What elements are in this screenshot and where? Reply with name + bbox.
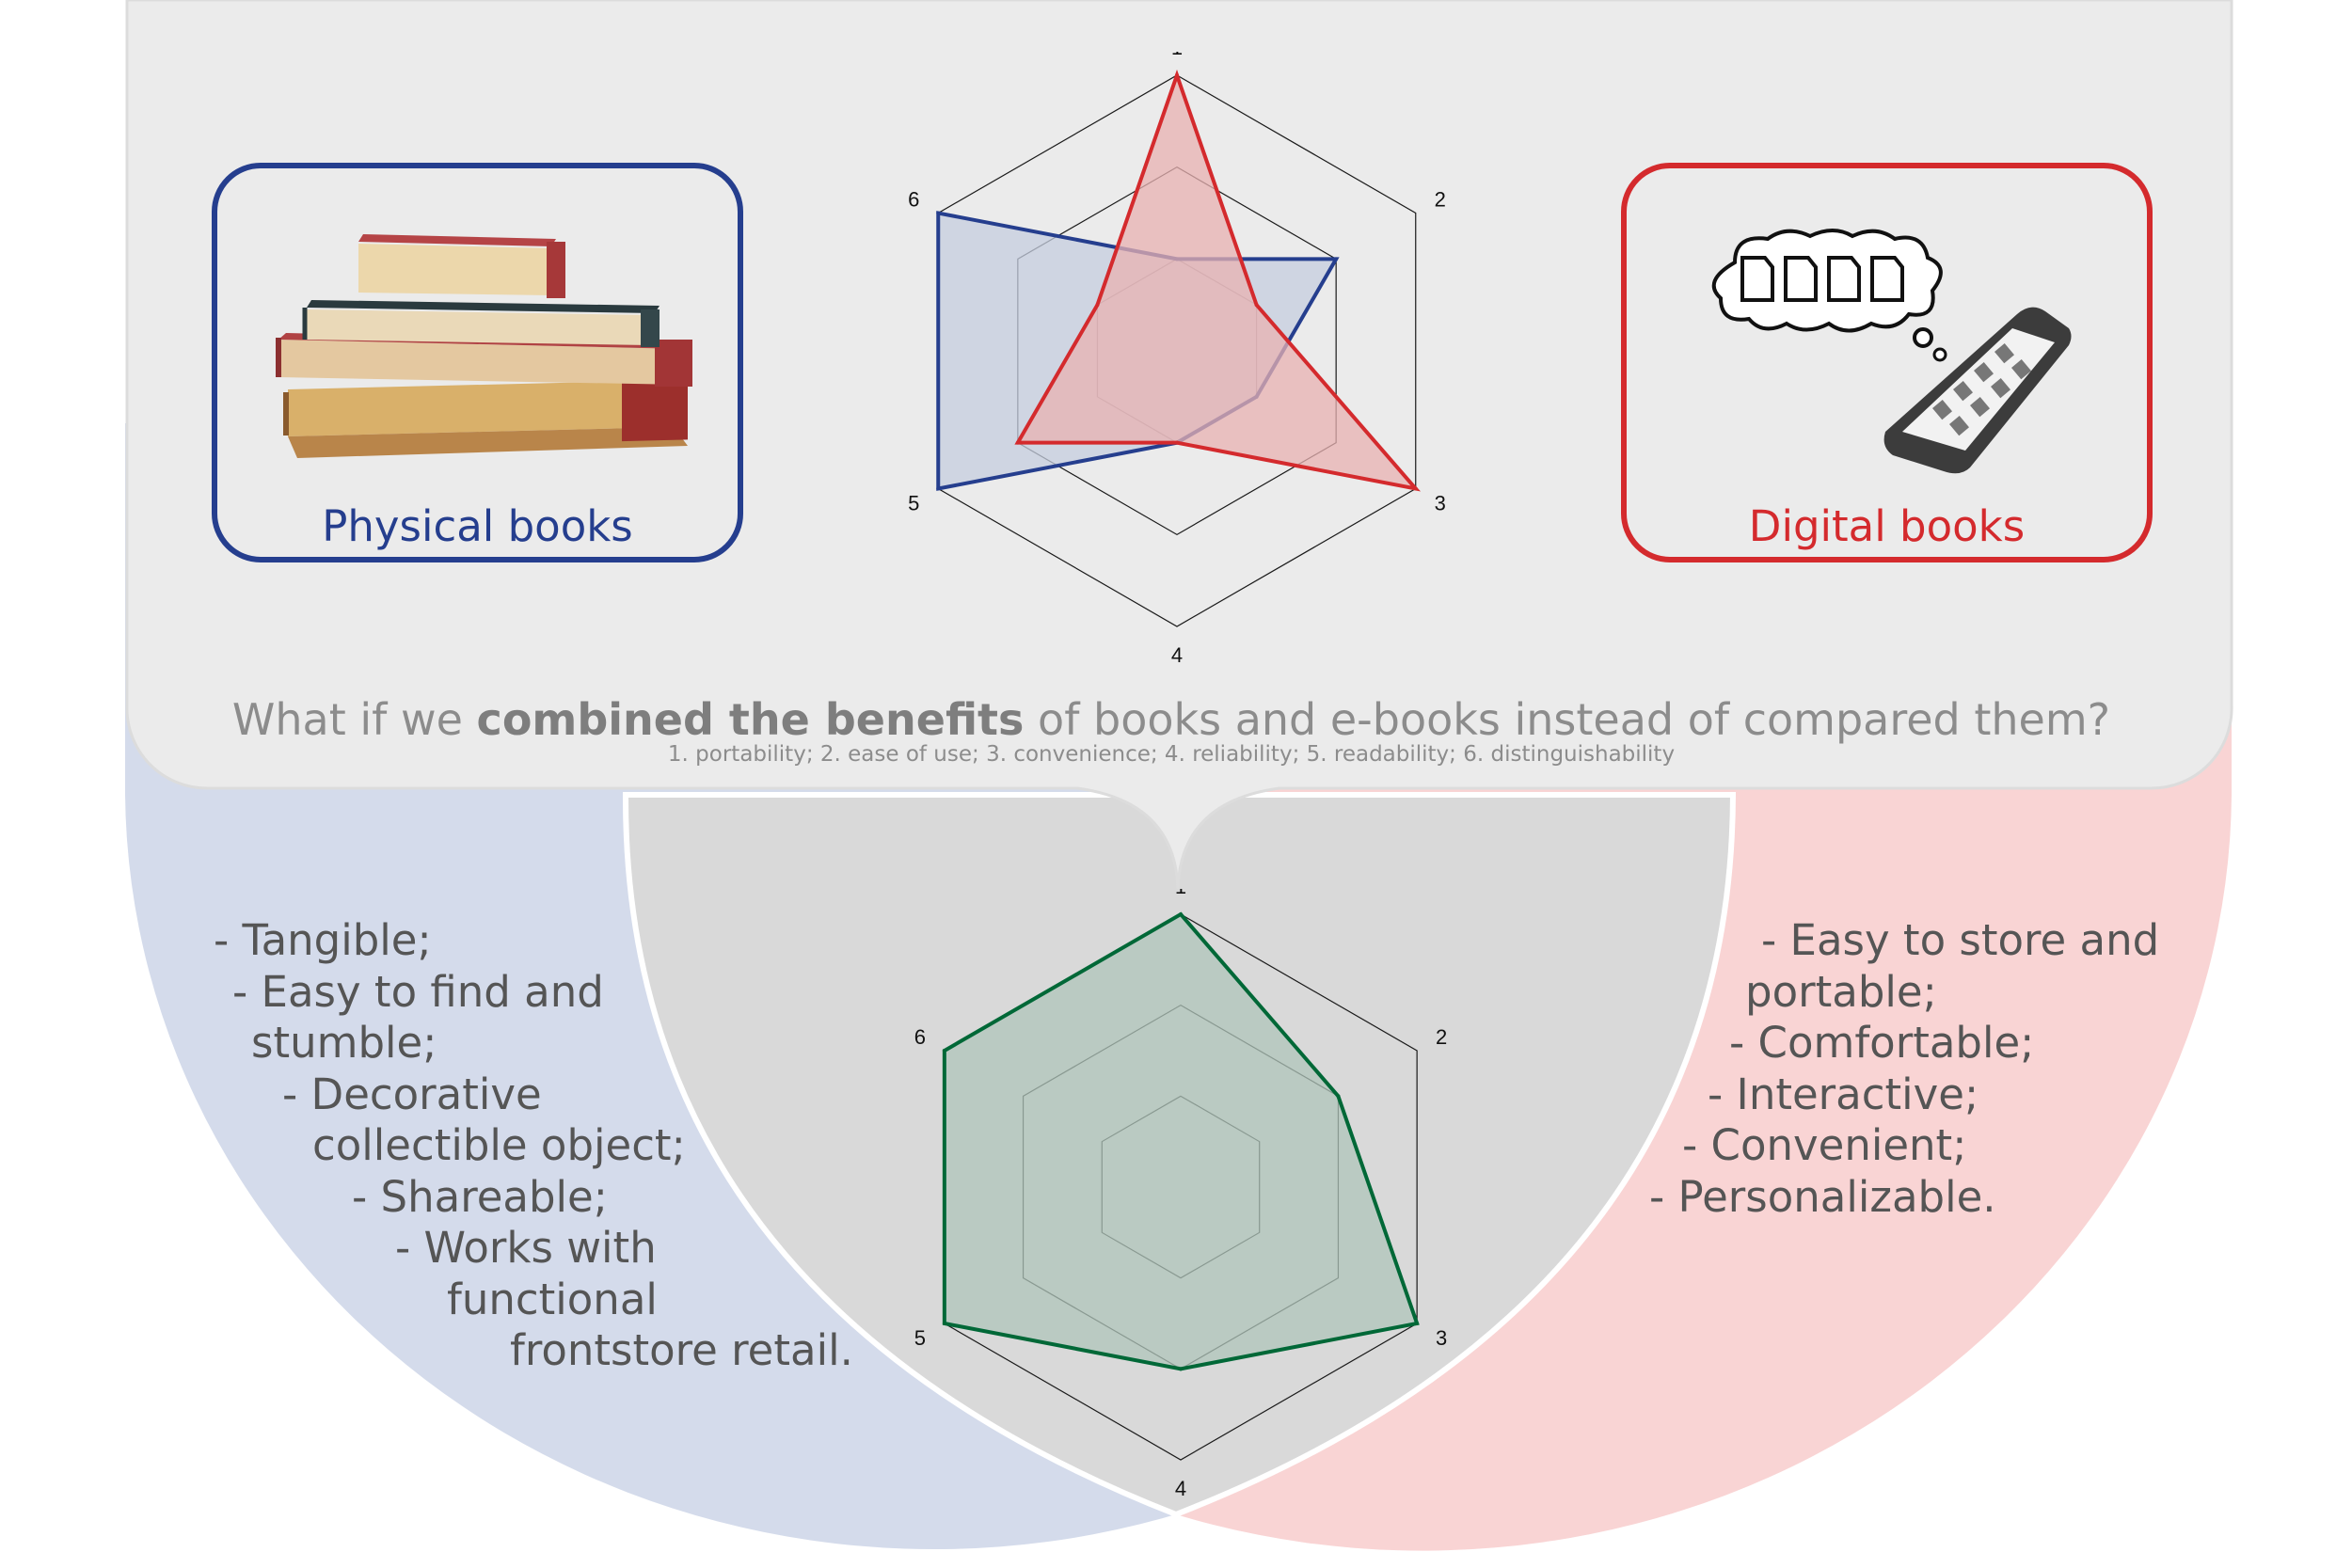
radar-point — [936, 211, 941, 215]
list-item: - Personalizable. — [1649, 1171, 1996, 1222]
radar-axis-label: 5 — [914, 1326, 926, 1350]
list-item: stumble; — [251, 1018, 437, 1068]
physical-benefits-list: - Tangible; - Easy to find and stumble; … — [0, 915, 941, 1386]
list-item: - Easy to store and — [1761, 915, 2160, 965]
radar-axis-label: 4 — [1175, 1477, 1186, 1500]
combine-benefits-question: What if we combined the benefits of book… — [127, 691, 2216, 748]
thought-bubble-icon — [1711, 229, 1947, 362]
ereader-illustration — [1711, 229, 2072, 474]
physical-books-label: Physical books — [322, 501, 633, 551]
radar-axis-label: 1 — [1175, 889, 1186, 898]
list-item: - Tangible; — [214, 915, 432, 965]
radar-axis-label: 3 — [1435, 492, 1446, 515]
radar-point — [1334, 257, 1339, 261]
radar-axis-label: 2 — [1436, 1025, 1447, 1049]
radar-point — [1415, 1322, 1420, 1325]
radar-axis-label: 1 — [1171, 52, 1183, 59]
list-item: frontstore retail. — [510, 1325, 853, 1375]
digital-books-card: Digital books — [1621, 163, 2153, 562]
radar-point — [1254, 303, 1259, 308]
list-item: collectible object; — [312, 1120, 686, 1170]
physical-books-card: Physical books — [212, 163, 743, 562]
radar-point — [1095, 303, 1100, 308]
question-bold: combined the benefits — [476, 694, 1025, 745]
digital-benefits-list: - Easy to store and portable; - Comforta… — [0, 915, 2258, 1291]
ereader-device-icon — [1883, 307, 2072, 474]
radar-point — [1413, 486, 1418, 491]
radar-axis-label: 5 — [908, 492, 919, 515]
radar-point — [1336, 1094, 1341, 1099]
radar-axis-label: 6 — [908, 188, 919, 212]
radar-chart-combined: 1 2 3 4 5 6 — [914, 889, 1448, 1500]
question-suffix: of books and e-books instead of compared… — [1024, 694, 2111, 745]
radar-point — [1175, 73, 1179, 77]
list-item: - Shareable; — [352, 1171, 608, 1222]
radar-chart-comparison: 1 2 3 4 5 6 — [908, 52, 1446, 667]
list-item: - Interactive; — [1708, 1069, 1979, 1119]
radar-axis-label: 6 — [914, 1025, 926, 1049]
radar-point — [942, 1322, 946, 1325]
radar-point — [1179, 1367, 1183, 1371]
list-item: portable; — [1745, 966, 1937, 1017]
radar-point — [936, 486, 941, 491]
digital-books-label: Digital books — [1748, 501, 2026, 551]
list-item: - Convenient; — [1682, 1120, 1967, 1170]
radar-point — [942, 1049, 946, 1053]
radar-axis-label: 4 — [1171, 643, 1183, 667]
stacked-books-illustration — [276, 234, 692, 458]
radar-axis-label: 2 — [1435, 188, 1446, 212]
question-prefix: What if we — [231, 694, 477, 745]
list-item: functional — [447, 1274, 658, 1324]
list-item: - Comfortable; — [1729, 1018, 2035, 1068]
radar-point — [1179, 912, 1183, 916]
list-item: - Decorative — [282, 1069, 542, 1119]
radar-axis-label: 3 — [1436, 1326, 1447, 1350]
criteria-legend-note: 1. portability; 2. ease of use; 3. conve… — [667, 742, 1676, 767]
list-item: - Easy to find and — [232, 966, 604, 1017]
list-item: - Works with — [395, 1223, 657, 1273]
radar-point — [1175, 440, 1179, 445]
radar-point — [1015, 440, 1020, 445]
